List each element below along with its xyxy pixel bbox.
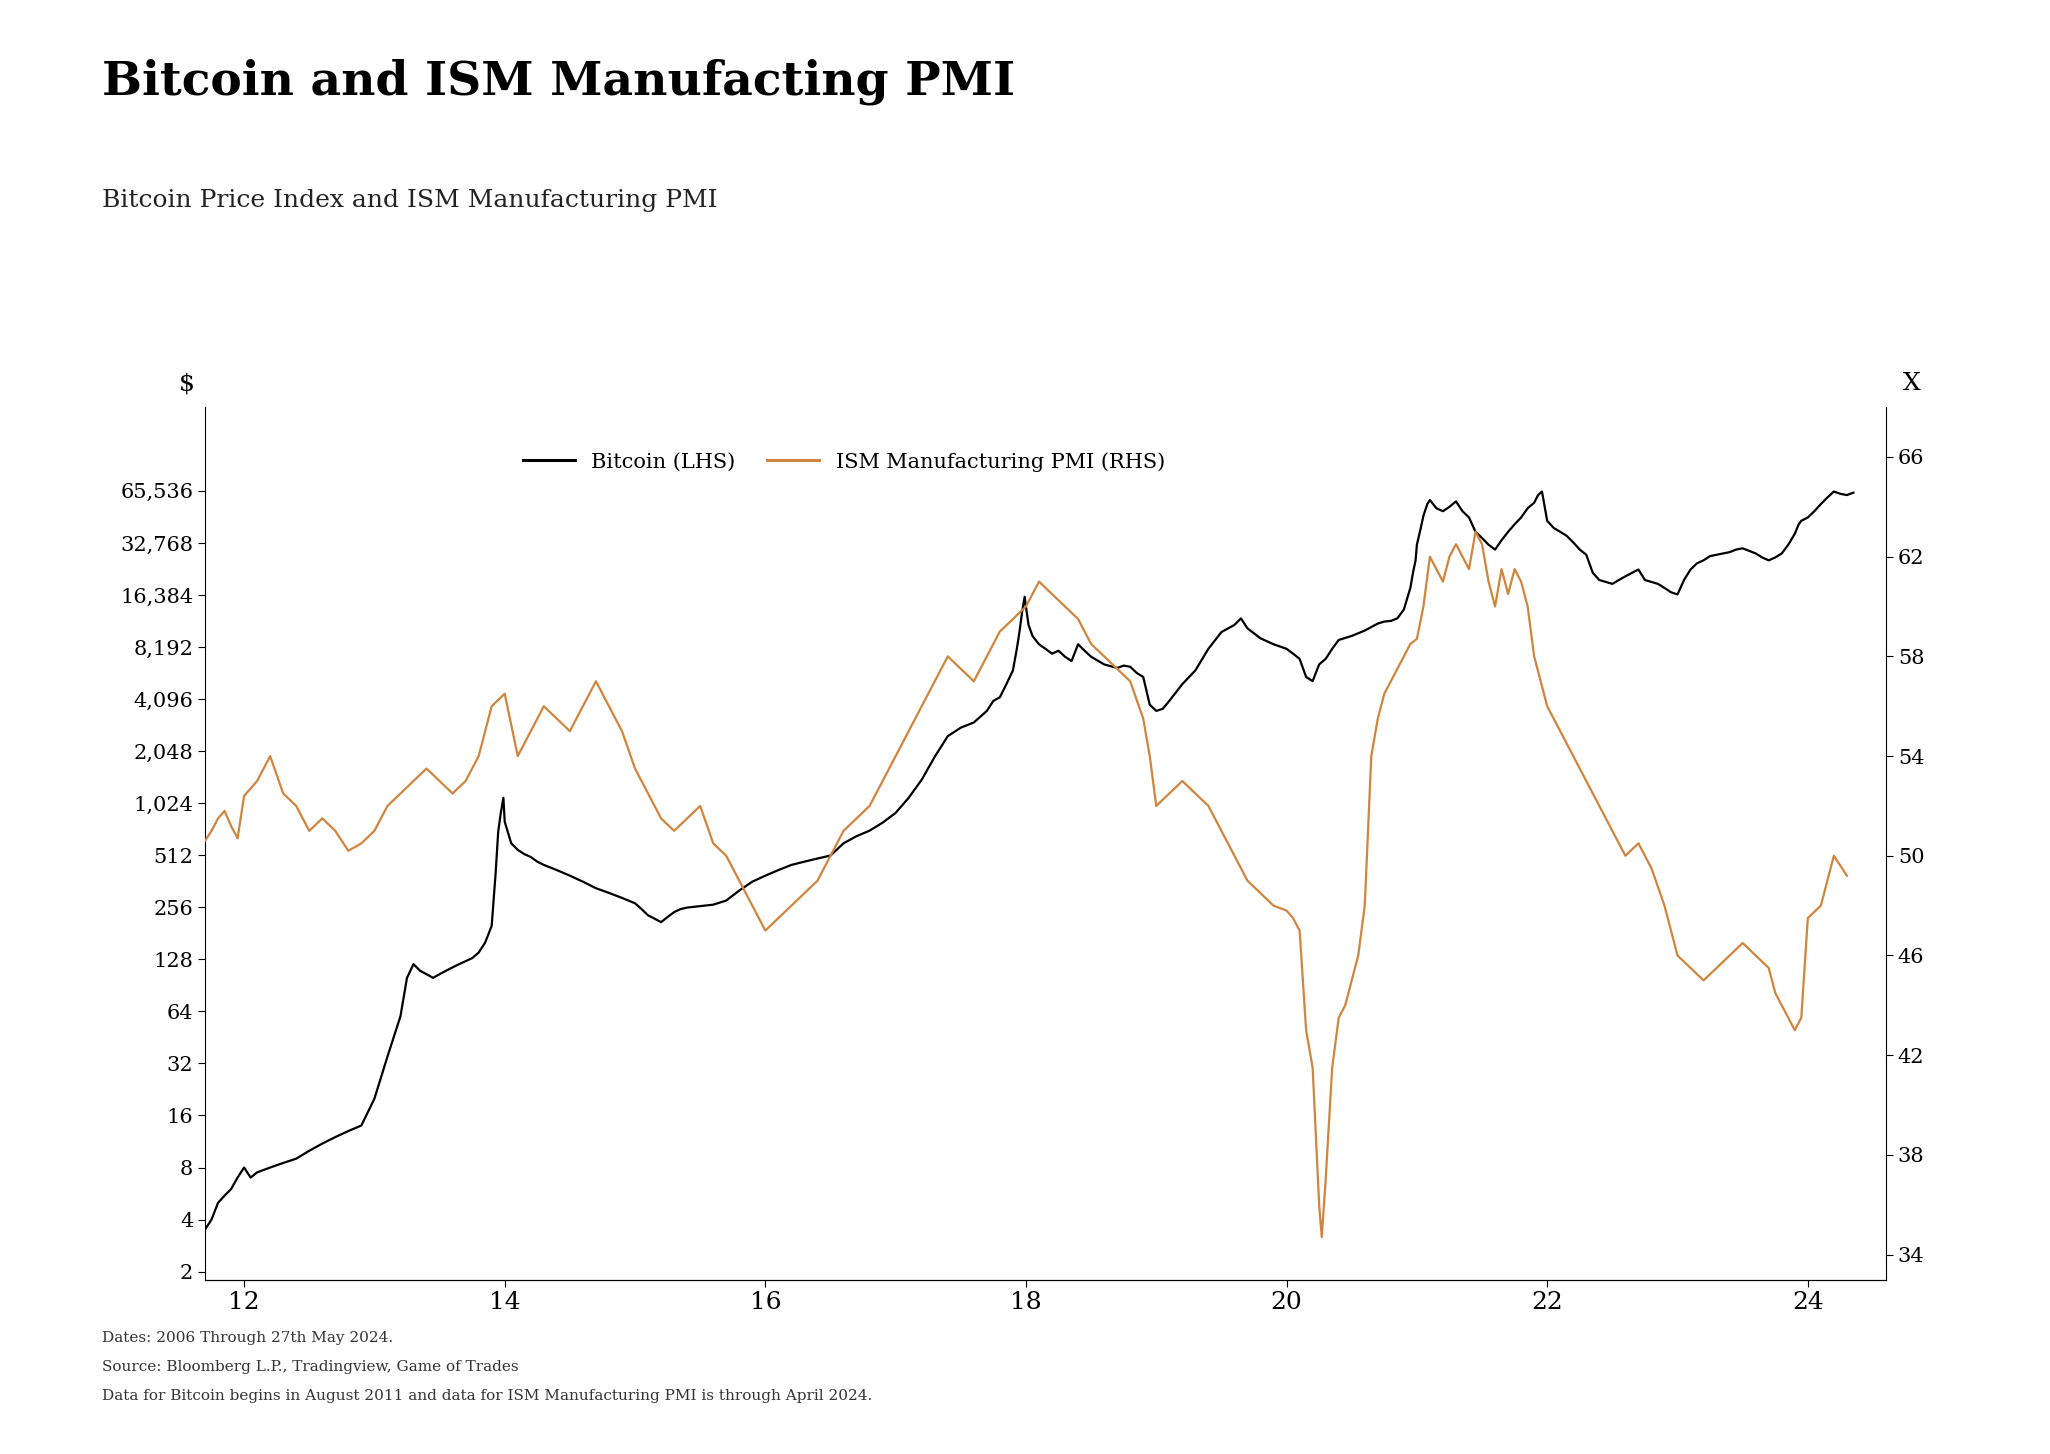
ISM Manufacturing PMI (RHS)	[662, 822, 687, 839]
ISM Manufacturing PMI (RHS)	[988, 622, 1013, 640]
ISM Manufacturing PMI (RHS)	[193, 832, 217, 849]
Bitcoin (LHS)	[180, 1233, 205, 1250]
ISM Manufacturing PMI (RHS)	[1464, 523, 1488, 541]
Text: $: $	[178, 372, 195, 395]
Line: ISM Manufacturing PMI (RHS): ISM Manufacturing PMI (RHS)	[205, 532, 1847, 1237]
ISM Manufacturing PMI (RHS)	[1529, 673, 1554, 691]
Bitcoin (LHS)	[420, 970, 445, 987]
Line: Bitcoin (LHS): Bitcoin (LHS)	[193, 491, 1853, 1242]
ISM Manufacturing PMI (RHS)	[1404, 630, 1429, 647]
Text: Bitcoin and ISM Manufacting PMI: Bitcoin and ISM Manufacting PMI	[102, 58, 1015, 105]
ISM Manufacturing PMI (RHS)	[1306, 1197, 1330, 1214]
Bitcoin (LHS)	[271, 1154, 295, 1172]
Bitcoin (LHS)	[982, 692, 1007, 710]
Bitcoin (LHS)	[1515, 500, 1540, 518]
Bitcoin (LHS)	[674, 899, 699, 916]
ISM Manufacturing PMI (RHS)	[1310, 1229, 1335, 1246]
Text: Source: Bloomberg L.P., Tradingview, Game of Trades: Source: Bloomberg L.P., Tradingview, Gam…	[102, 1359, 519, 1374]
Bitcoin (LHS)	[1529, 483, 1554, 500]
ISM Manufacturing PMI (RHS)	[1835, 867, 1859, 884]
ISM Manufacturing PMI (RHS)	[910, 698, 935, 715]
Text: Dates: 2006 Through 27th May 2024.: Dates: 2006 Through 27th May 2024.	[102, 1330, 394, 1345]
Text: Data for Bitcoin begins in August 2011 and data for ISM Manufacturing PMI is thr: Data for Bitcoin begins in August 2011 a…	[102, 1389, 873, 1403]
Bitcoin (LHS)	[845, 827, 869, 845]
Text: X: X	[1902, 372, 1921, 395]
Text: Bitcoin Price Index and ISM Manufacturing PMI: Bitcoin Price Index and ISM Manufacturin…	[102, 189, 718, 212]
Bitcoin (LHS)	[1841, 484, 1866, 502]
Legend: Bitcoin (LHS), ISM Manufacturing PMI (RHS): Bitcoin (LHS), ISM Manufacturing PMI (RH…	[515, 443, 1173, 480]
